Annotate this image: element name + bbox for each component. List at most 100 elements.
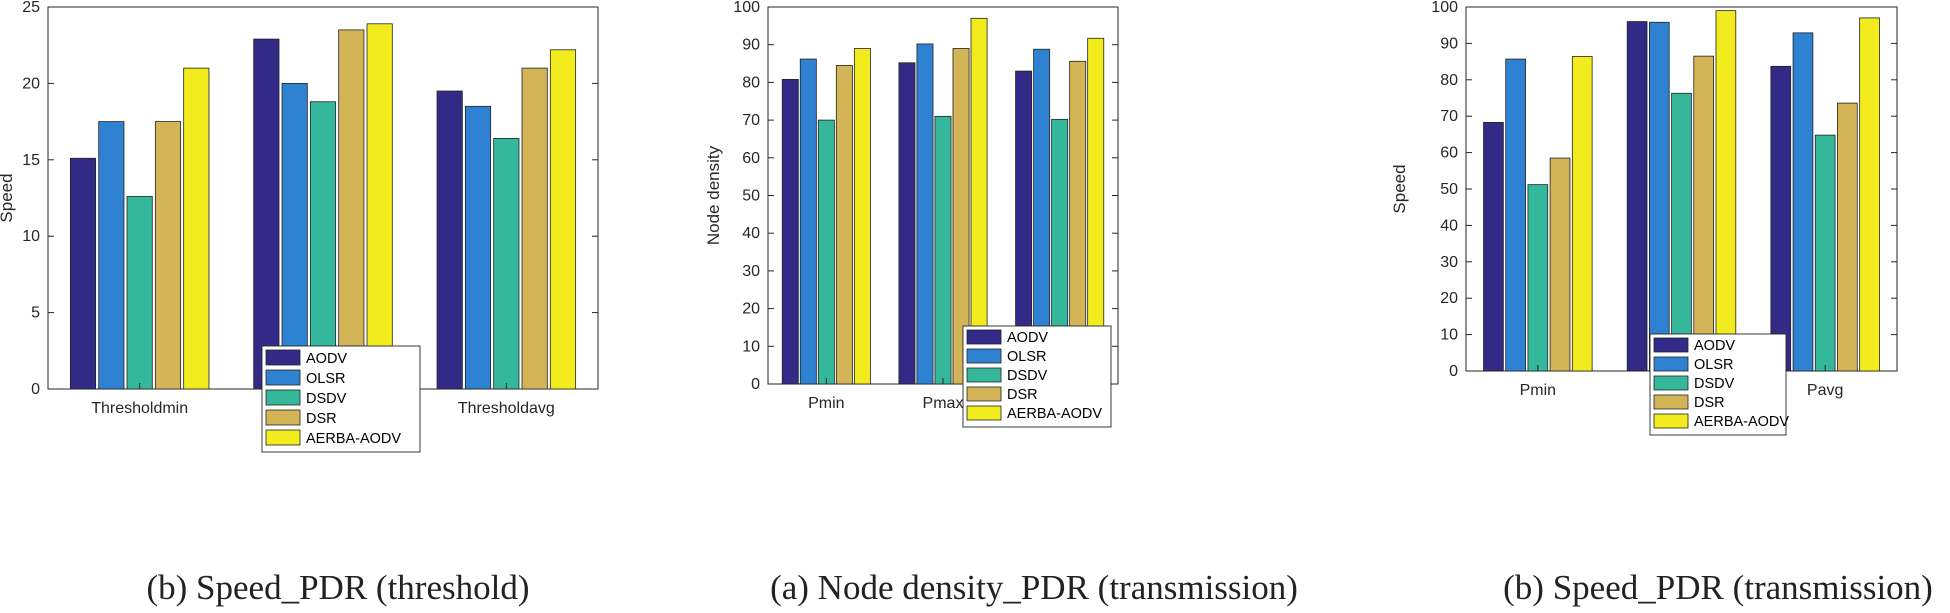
x-tick-label-pmin: Pmin <box>808 395 844 412</box>
bar-dsr-pavg <box>1837 102 1858 372</box>
caption-speed-pdr-transmission: (b) Speed_PDR (transmission) <box>1503 568 1933 607</box>
y-tick-label: 80 <box>742 74 760 91</box>
y-axis-label: Node density <box>704 145 723 245</box>
bar-dsr-thresholdmax <box>338 29 365 390</box>
bar-dsdv-pmax <box>1671 92 1692 372</box>
bar-olsr-pavg <box>1792 32 1814 372</box>
y-tick-label: 0 <box>31 381 40 398</box>
y-tick-label: 40 <box>742 225 760 242</box>
bar-aerba-aodv-pmin <box>1571 56 1593 372</box>
bar-aodv-thresholdmax <box>253 38 280 390</box>
legend-swatch-dsr <box>1653 394 1689 410</box>
y-tick-label: 0 <box>751 376 760 393</box>
legend-swatch-aodv <box>265 349 301 366</box>
bar-dsr-thresholdavg <box>521 67 548 390</box>
y-axis-label: Speed <box>1390 164 1409 213</box>
bar-aerba-aodv-pmax <box>1715 10 1737 372</box>
bar-aodv-pmax <box>1626 21 1648 372</box>
y-tick-label: 30 <box>742 263 760 280</box>
y-tick-label: 50 <box>1440 181 1458 198</box>
legend-label-aerba-aodv: AERBA-AODV <box>306 431 401 447</box>
bar-dsr-pmax <box>952 48 970 385</box>
y-tick-label: 0 <box>1449 363 1458 380</box>
bar-olsr-thresholdavg <box>464 105 492 390</box>
x-tick-label-thresholdavg: Thresholdavg <box>458 400 555 417</box>
y-tick-label: 5 <box>31 305 40 322</box>
x-tick-label-pmin: Pmin <box>1520 382 1556 399</box>
legend-label-aerba-aodv: AERBA-AODV <box>1694 414 1789 430</box>
bar-aerba-aodv-pavg <box>1859 17 1880 372</box>
y-tick-label: 100 <box>1431 0 1458 16</box>
legend: AODV OLSR DSDV DSR AERBA-AODV <box>962 325 1112 428</box>
caption-speed-pdr-threshold: (b) Speed_PDR (threshold) <box>146 568 530 607</box>
bar-olsr-thresholdmin <box>98 121 125 390</box>
legend-label-olsr: OLSR <box>1694 357 1734 373</box>
y-tick-label: 90 <box>1440 35 1458 52</box>
y-tick-label: 10 <box>742 338 760 355</box>
bar-dsdv-pmax <box>934 115 952 385</box>
legend-label-aodv: AODV <box>306 351 347 367</box>
y-tick-label: 60 <box>742 150 760 167</box>
legend-swatch-aodv <box>966 329 1002 345</box>
legend-swatch-aerba-aodv <box>966 405 1002 421</box>
legend-label-dsdv: DSDV <box>306 391 347 407</box>
bar-aodv-pmin <box>781 78 799 385</box>
y-tick-label: 90 <box>742 37 760 54</box>
legend-label-aodv: AODV <box>1694 338 1735 354</box>
legend-label-dsdv: DSDV <box>1694 376 1735 392</box>
legend: AODV OLSR DSDV DSR AERBA-AODV <box>261 345 421 453</box>
x-tick-label-pavg: Pavg <box>1807 382 1843 399</box>
y-tick-label: 15 <box>22 152 40 169</box>
legend-swatch-aodv <box>1653 337 1689 353</box>
bar-dsr-pmin <box>1549 157 1571 372</box>
bar-aodv-thresholdavg <box>436 90 463 390</box>
legend: AODV OLSR DSDV DSR AERBA-AODV <box>1649 333 1789 436</box>
legend-label-dsr: DSR <box>1694 395 1725 411</box>
y-tick-label: 30 <box>1440 254 1458 271</box>
bar-dsr-pmax <box>1693 55 1715 372</box>
bar-olsr-pmin <box>799 58 817 385</box>
legend-swatch-dsdv <box>265 389 301 406</box>
y-tick-label: 20 <box>1440 290 1458 307</box>
bar-aerba-aodv-thresholdmax <box>366 23 393 390</box>
bar-aodv-pmax <box>898 62 916 385</box>
bar-aerba-aodv-pmin <box>853 48 871 385</box>
bar-aodv-pmin <box>1483 121 1504 372</box>
bar-olsr-pmax <box>1648 21 1670 372</box>
y-axis-label: Speed <box>0 173 16 222</box>
y-tick-label: 10 <box>22 228 40 245</box>
legend-label-aodv: AODV <box>1007 330 1048 346</box>
bar-olsr-pmax <box>916 43 934 385</box>
bar-olsr-pmin <box>1505 58 1526 372</box>
legend-swatch-olsr <box>966 348 1002 364</box>
bar-dsr-thresholdmin <box>154 121 182 390</box>
bar-dsdv-pmin <box>817 119 835 385</box>
legend-swatch-aerba-aodv <box>265 429 301 446</box>
chart-panel-1: 0510152025SpeedThresholdminThresholdmaxT… <box>0 0 599 453</box>
y-tick-label: 20 <box>22 75 40 92</box>
bar-aodv-pavg <box>1770 65 1792 372</box>
bar-aerba-aodv-thresholdavg <box>549 49 577 390</box>
caption-node-density-pdr-transmission: (a) Node density_PDR (transmission) <box>770 568 1298 607</box>
legend-label-dsdv: DSDV <box>1007 368 1048 384</box>
bar-dsr-pmin <box>835 65 853 385</box>
bar-aerba-aodv-thresholdmin <box>183 67 210 390</box>
bar-dsdv-thresholdmin <box>126 196 153 390</box>
chart-panel-3: 0102030405060708090100SpeedPminPmaxPavgA… <box>1390 0 1898 436</box>
legend-swatch-dsr <box>966 386 1002 402</box>
y-tick-label: 70 <box>742 112 760 129</box>
legend-label-olsr: OLSR <box>1007 349 1047 365</box>
legend-swatch-dsdv <box>966 367 1002 383</box>
legend-swatch-olsr <box>265 369 301 386</box>
y-tick-label: 70 <box>1440 108 1458 125</box>
chart-panel-2: 0 10 20 30 40 50 60 70 80 90 100 Node density Pmin Pm… <box>704 0 1119 428</box>
y-tick-label: 20 <box>742 301 760 318</box>
y-tick-label: 10 <box>1440 327 1458 344</box>
legend-swatch-aerba-aodv <box>1653 413 1689 429</box>
legend-swatch-olsr <box>1653 356 1689 372</box>
bar-olsr-thresholdmax <box>281 83 308 390</box>
y-tick-label: 25 <box>22 0 40 16</box>
y-tick-label: 100 <box>733 0 760 16</box>
bar-dsdv-thresholdavg <box>493 138 520 390</box>
